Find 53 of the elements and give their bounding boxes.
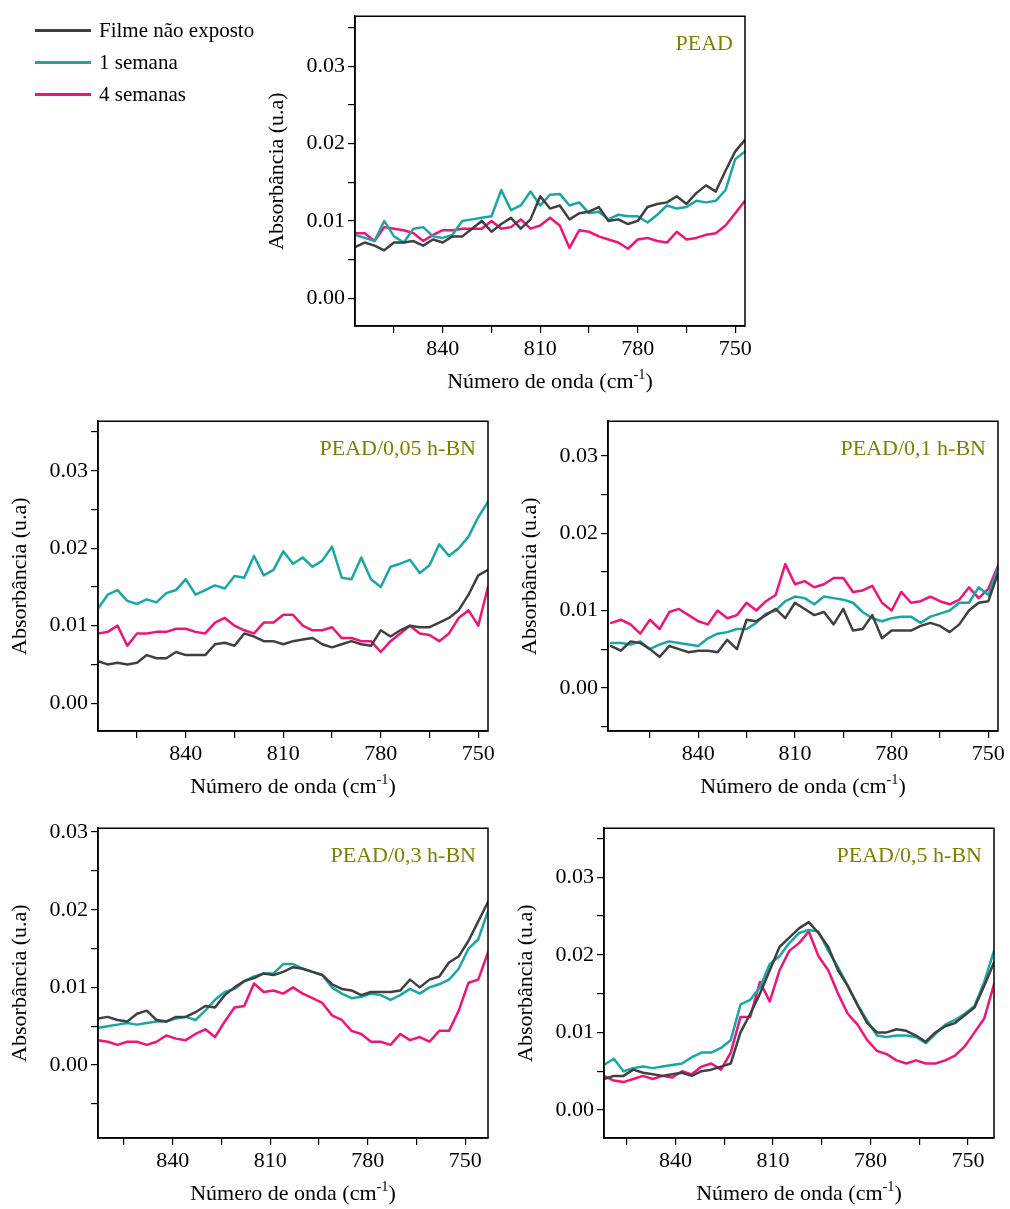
legend-label: 4 semanas — [99, 81, 186, 108]
x-tick-label: 810 — [778, 739, 812, 765]
y-tick-label: 0.02 — [559, 519, 598, 544]
y-tick-label: 0.03 — [559, 441, 598, 467]
x-tick-label: 840 — [156, 1146, 190, 1172]
x-tick-label: 750 — [448, 1146, 482, 1172]
text: PEAD/0,3 h-BN — [330, 842, 477, 868]
y-tick-label: 0.03 — [306, 52, 345, 78]
x-tick-label: 810 — [253, 1146, 287, 1172]
x-tick-label: 750 — [718, 334, 752, 360]
x-tick-label: 840 — [169, 739, 203, 765]
text: PEAD/0,05 h-BN — [319, 435, 477, 461]
text: PEAD/0,5 h-BN — [836, 842, 983, 868]
x-tick-label: 750 — [461, 739, 495, 765]
legend-label: 1 semana — [99, 49, 178, 76]
y-tick-label: 0.01 — [49, 611, 88, 637]
x-tick-label: 780 — [621, 334, 655, 360]
y-tick-label: 0.03 — [49, 817, 88, 843]
text: PEAD/0,1 h-BN — [840, 435, 987, 461]
x-tick-label: 750 — [971, 739, 1005, 765]
y-tick-label: 0.01 — [306, 206, 345, 232]
x-tick-label: 810 — [266, 739, 300, 765]
y-tick-label: 0.02 — [306, 129, 345, 155]
y-tick-label: 0.01 — [555, 1018, 594, 1044]
x-tick-label: 780 — [854, 1146, 887, 1172]
x-tick-label: 750 — [951, 1146, 985, 1172]
y-axis-title: Absorbância (u.a) — [6, 904, 31, 1062]
y-tick-label: 0.02 — [555, 940, 594, 966]
x-tick-label: 780 — [875, 739, 909, 765]
y-tick-label: 0.03 — [49, 456, 88, 482]
x-tick-label: 780 — [351, 1146, 385, 1172]
y-axis-title: Absorbância (u.a) — [516, 497, 541, 655]
y-axis-title: Absorbância (u.a) — [263, 92, 288, 250]
y-tick-label: 0.02 — [49, 895, 88, 921]
x-tick-label: 840 — [426, 334, 460, 360]
y-tick-label: 0.00 — [49, 1050, 88, 1076]
y-axis-title: Absorbância (u.a) — [6, 497, 31, 655]
y-tick-label: 0.00 — [49, 688, 88, 714]
y-tick-label: 0.03 — [555, 862, 594, 888]
x-tick-label: 840 — [659, 1146, 692, 1172]
y-tick-label: 0.02 — [49, 534, 88, 559]
y-tick-label: 0.01 — [559, 596, 598, 622]
y-axis-title: Absorbância (u.a) — [512, 904, 537, 1062]
text: PEAD — [675, 30, 733, 56]
x-tick-label: 810 — [756, 1146, 790, 1172]
x-tick-label: 810 — [523, 334, 557, 360]
y-tick-label: 0.00 — [306, 283, 345, 309]
y-tick-label: 0.01 — [49, 973, 88, 999]
y-tick-label: 0.00 — [559, 673, 598, 699]
y-tick-label: 0.00 — [555, 1095, 594, 1121]
x-tick-label: 840 — [681, 739, 715, 765]
x-tick-label: 780 — [364, 739, 398, 765]
legend-label: Filme não exposto — [99, 17, 255, 44]
